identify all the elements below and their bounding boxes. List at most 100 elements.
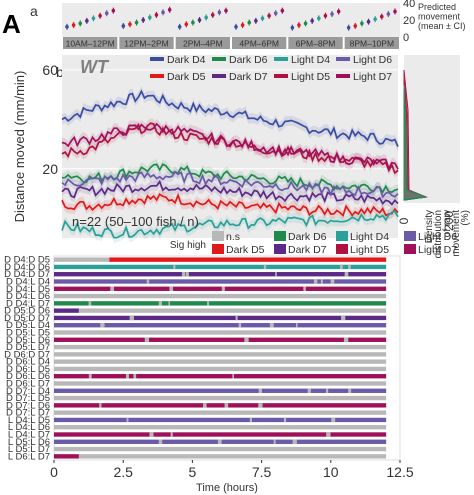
panel-a-point-light-d6 <box>104 11 109 15</box>
panel-b-legend-swatch-dark-d7 <box>212 74 226 78</box>
panel-a-point-dark-d4 <box>234 25 238 29</box>
panel-a-category-label: 4PM–6PM <box>239 39 279 49</box>
panel-b-line-light-d4 <box>61 210 399 239</box>
panel-a-point-dark-d4 <box>177 25 182 29</box>
panel-c-ns-break <box>344 272 349 277</box>
panel-b-line-light-d7 <box>61 122 399 171</box>
panel-letter-a: a <box>30 3 38 19</box>
panel-c-row-label: D D4:D D6 <box>4 262 50 273</box>
panel-b-legend-label-dark-d7: Dark D7 <box>229 71 268 83</box>
panel-c-segment <box>54 403 387 408</box>
panel-a-category-label: 12PM–2PM <box>124 39 168 49</box>
panel-c-ns-break <box>283 417 287 423</box>
panel-c-ns-break <box>158 439 163 444</box>
panel-c-segment <box>54 323 387 328</box>
panel-c-ns-break <box>249 417 252 423</box>
panel-a-point-light-d7 <box>167 8 172 12</box>
panel-c-ns-break <box>341 315 346 321</box>
panel-b-line-dark-d5 <box>61 192 399 218</box>
panel-a-ylabel: Predicted movement (mean ± CI) <box>418 2 465 31</box>
panel-b-legend-label-dark-d4: Dark D4 <box>167 54 206 66</box>
panel-a-ylabel-text: Predicted movement (mean ± CI) <box>418 2 465 31</box>
panel-c-ns-break <box>168 301 171 306</box>
panel-a-ytick: 0 <box>403 32 409 44</box>
panel-a-ytick: 40 <box>403 0 415 10</box>
panel-c-segment <box>54 359 387 364</box>
panel-c-legend-label-light-d6: Light D6 <box>418 231 457 243</box>
panel-b-legend-swatch-light-d5 <box>274 74 288 78</box>
panel-c-ns-break <box>273 439 276 444</box>
panel-c-ns-break <box>203 403 207 408</box>
panel-c-segment <box>54 308 79 313</box>
panel-c-segment <box>54 432 387 437</box>
panel-b-legend-label-dark-d6: Dark D6 <box>229 54 268 66</box>
panel-c-ns-break <box>292 439 297 444</box>
panel-c-segment <box>54 344 387 350</box>
panel-c-segment <box>54 395 387 401</box>
panel-c-ns-break <box>170 432 173 437</box>
panel-c-legend-swatch-dark-d7 <box>274 244 286 254</box>
panel-c-segment <box>54 315 387 321</box>
panel-a-point-dark-d7 <box>141 18 145 22</box>
panel-c-row-label: D D6:L D6 <box>6 371 50 382</box>
panel-d-xtick: 200 <box>442 211 456 231</box>
panel-a-strip <box>232 37 287 49</box>
panel-c-ns-break <box>150 432 153 437</box>
panel-a-point-dark-d6 <box>247 20 252 25</box>
panel-c-segment <box>54 330 387 335</box>
panel-a-point-dark-d7 <box>310 19 314 23</box>
panel-b-legend-swatch-dark-d6 <box>212 57 226 61</box>
panel-c-ns-break <box>158 301 162 306</box>
panel-a-strip <box>344 37 399 49</box>
panel-c-xtick: 0 <box>50 464 58 480</box>
panel-c-row-label: D D5:D D6 <box>4 306 50 317</box>
panel-b-legend-swatch-dark-d4 <box>150 57 164 61</box>
panel-c-segment <box>54 366 387 372</box>
panel-a-point-light-d5 <box>323 13 328 18</box>
panel-c-ns-break <box>110 286 114 291</box>
panel-c-row-label: D D5:L D5 <box>6 328 50 339</box>
panel-b-line-dark-d7 <box>61 179 399 206</box>
panel-a-point-dark-d5 <box>297 23 301 27</box>
panel-a-point-dark-d4 <box>65 25 69 29</box>
panel-a-point-light-d6 <box>161 10 165 15</box>
panel-c-ns-break <box>133 374 137 379</box>
panel-c-ns-break <box>258 388 262 393</box>
panel-a-point-light-d7 <box>111 8 116 13</box>
panel-c-ns-break <box>269 323 274 328</box>
panel-a-point-dark-d5 <box>353 24 358 28</box>
panel-d-xlabel-line: of raw <box>442 209 453 237</box>
panel-c-legend-label-light-d5: Light D5 <box>350 244 389 256</box>
panel-a-point-light-d5 <box>98 13 102 18</box>
panel-c-legend-swatch-dark-d5 <box>212 244 224 254</box>
panel-c-row-label: L D4:L D7 <box>8 430 50 441</box>
panel-a-point-dark-d6 <box>78 21 83 26</box>
panel-a-point-dark-d7 <box>85 19 89 23</box>
panel-b-line-light-d5 <box>61 122 399 175</box>
panel-c-segment <box>54 337 387 342</box>
panel-a-ylabel-line: Predicted <box>418 2 456 12</box>
panel-a-point-light-d5 <box>379 14 384 19</box>
panel-c-legend-label-light-d7: Light D7 <box>418 244 457 256</box>
panel-c-legend-title: Sig high <box>170 240 206 251</box>
panel-a-category-label: 6PM–8PM <box>296 39 336 49</box>
panel-b-distance-chart: 20 60 Distance moved (mm/min) WT n=22 (50–10… <box>12 54 399 243</box>
panel-c-segment <box>54 301 387 306</box>
panel-a-point-dark-d5 <box>240 23 245 27</box>
panel-a-point-dark-d4 <box>346 25 351 30</box>
panel-c-row-label: L D4:L D5 <box>8 415 50 426</box>
panel-c-ns-break <box>348 264 351 270</box>
panel-c-ns-break <box>181 272 186 277</box>
panel-c-legend-label-dark-d7: Dark D7 <box>288 244 327 256</box>
panel-b-ytick: 20 <box>42 161 58 177</box>
panel-c-legend: Sig high n.s Dark D6 Light D4 Light D6 Dark D… <box>170 231 457 256</box>
panel-b-legend-label-light-d5: Light D5 <box>291 71 330 83</box>
panel-a-predicted-movement: 10AM–12PM 12PM–2PM 2PM–4PM 4PM–6PM 6PM–8PM 8P… <box>62 0 415 49</box>
panel-c-xtick: 5 <box>189 464 197 480</box>
panel-c-ns-break <box>320 279 323 284</box>
panel-c-segment <box>78 308 387 313</box>
panel-c-ns-break <box>88 374 92 379</box>
panel-c-segment <box>54 446 387 452</box>
panel-a-point-light-d7 <box>393 9 397 14</box>
